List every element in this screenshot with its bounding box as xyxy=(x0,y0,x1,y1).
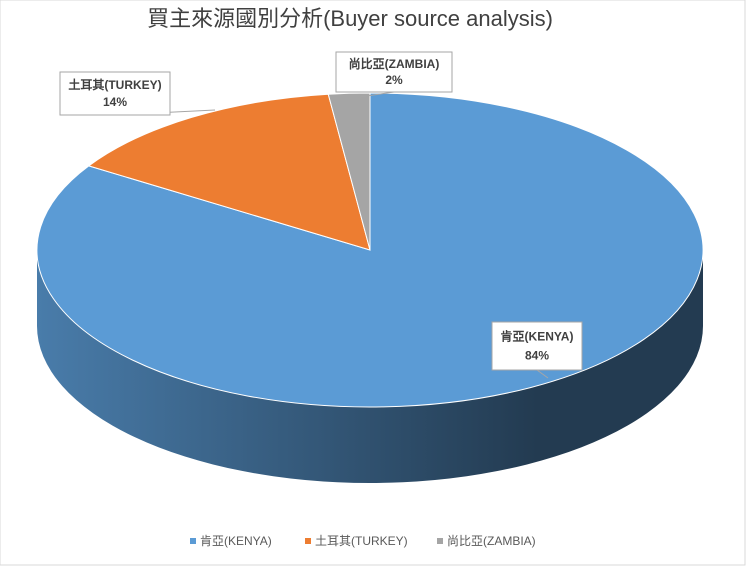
pie-side xyxy=(37,250,703,483)
callout-category: 肯亞(KENYA) xyxy=(501,329,574,344)
callout-value: 14% xyxy=(103,95,127,109)
legend-swatch xyxy=(305,538,311,544)
legend-label: 尚比亞(ZAMBIA) xyxy=(447,534,536,548)
pie-slice xyxy=(87,93,371,251)
callout-value: 2% xyxy=(385,73,403,87)
leader-line xyxy=(359,91,395,98)
legend-label: 肯亞(KENYA) xyxy=(200,534,272,548)
callout-category: 尚比亞(ZAMBIA) xyxy=(349,56,440,71)
callout-value: 84% xyxy=(525,349,549,363)
legend-swatch xyxy=(190,538,196,544)
legend-swatch xyxy=(437,538,443,544)
callout-box xyxy=(491,321,583,371)
leader-line xyxy=(536,369,549,379)
callout-box xyxy=(335,51,453,93)
callout-box xyxy=(59,71,171,116)
legend-label: 土耳其(TURKEY) xyxy=(315,534,408,548)
callout-category: 土耳其(TURKEY) xyxy=(68,77,161,92)
pie-slice xyxy=(327,92,371,251)
chart-title: 買主來源國別分析(Buyer source analysis) xyxy=(147,6,553,31)
